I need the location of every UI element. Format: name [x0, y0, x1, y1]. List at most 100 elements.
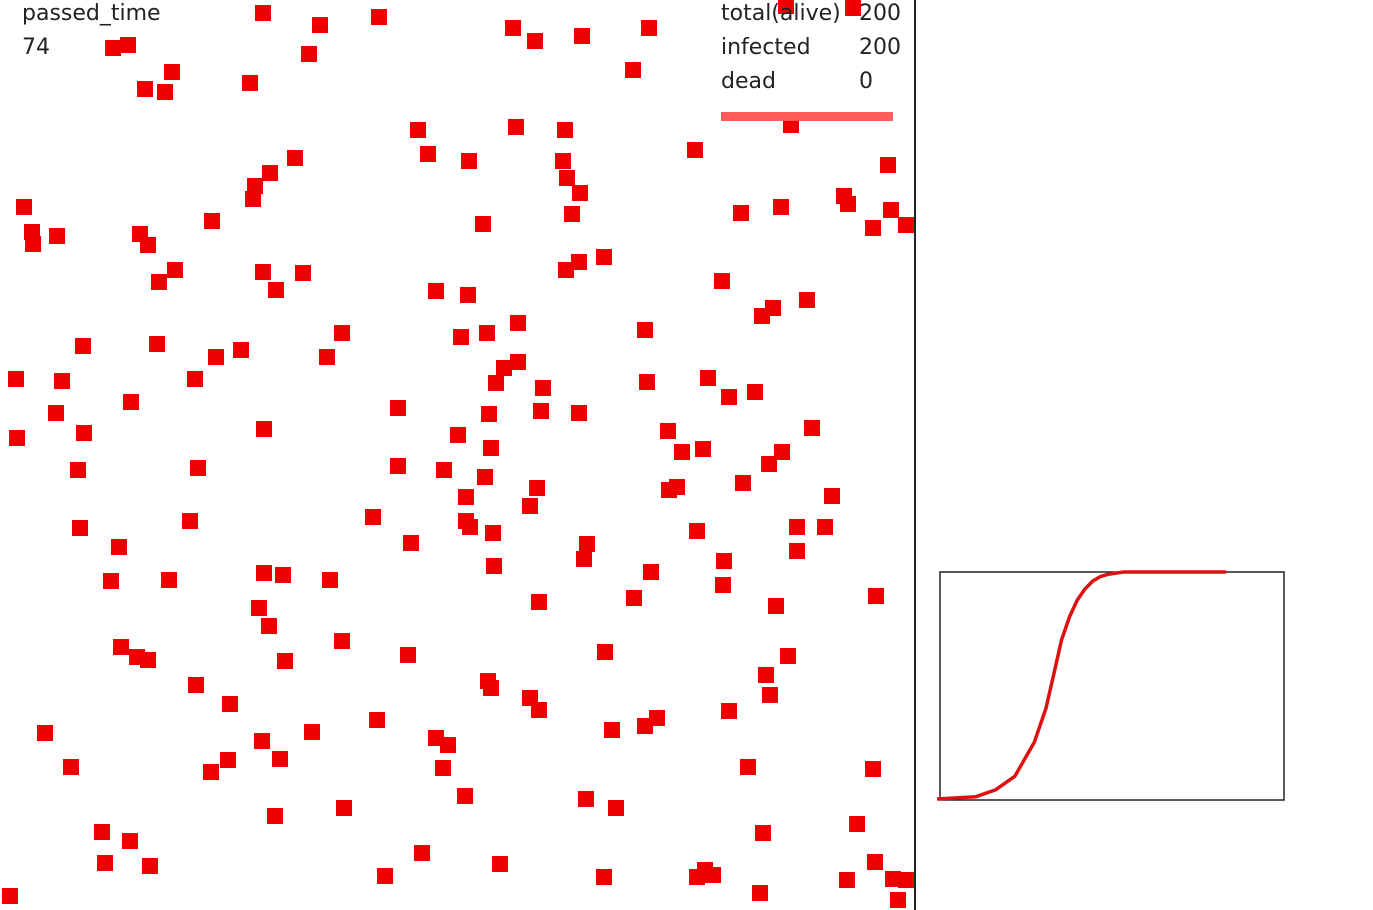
agent-square: [765, 300, 781, 316]
agent-square: [867, 854, 883, 870]
agent-square: [533, 403, 549, 419]
agent-square: [48, 405, 64, 421]
agent-square: [72, 520, 88, 536]
agent-square: [890, 892, 906, 908]
agent-square: [319, 349, 335, 365]
passed-time-value: 74: [22, 35, 50, 60]
agent-square: [716, 553, 732, 569]
agent-square: [161, 572, 177, 588]
agent-square: [49, 228, 65, 244]
agent-square: [721, 389, 737, 405]
agent-square: [669, 479, 685, 495]
agent-square: [505, 20, 521, 36]
agent-square: [578, 791, 594, 807]
agent-square: [486, 558, 502, 574]
agent-square: [76, 425, 92, 441]
agent-square: [377, 868, 393, 884]
agent-square: [222, 696, 238, 712]
agent-square: [208, 349, 224, 365]
infection-curve-chart: [937, 570, 1285, 801]
agent-square: [531, 702, 547, 718]
agent-square: [322, 572, 338, 588]
agent-square: [255, 264, 271, 280]
agent-square: [529, 480, 545, 496]
agent-square: [483, 680, 499, 696]
agent-square: [261, 618, 277, 634]
infected-curve-line: [937, 570, 1227, 801]
agent-square: [789, 543, 805, 559]
infected-ratio-bar: [721, 112, 893, 121]
agent-square: [755, 825, 771, 841]
agent-square: [103, 573, 119, 589]
agent-square: [576, 551, 592, 567]
agent-square: [773, 199, 789, 215]
agent-square: [789, 519, 805, 535]
agent-square: [674, 444, 690, 460]
agent-square: [604, 722, 620, 738]
agent-square: [187, 371, 203, 387]
agent-square: [365, 509, 381, 525]
agent-square: [643, 564, 659, 580]
agent-square: [97, 855, 113, 871]
agent-square: [428, 283, 444, 299]
agent-square: [304, 724, 320, 740]
agent-square: [774, 444, 790, 460]
agent-square: [390, 458, 406, 474]
total-alive-label: total(alive): [721, 1, 841, 26]
agent-square: [849, 816, 865, 832]
agent-square: [25, 236, 41, 252]
agent-square: [113, 639, 129, 655]
agent-square: [312, 17, 328, 33]
agent-square: [488, 375, 504, 391]
total-alive-value: 200: [859, 1, 901, 26]
chart-frame: [939, 571, 1285, 801]
passed-time-label: passed_time: [22, 1, 161, 26]
agent-square: [2, 888, 18, 904]
agent-square: [626, 590, 642, 606]
agent-square: [508, 119, 524, 135]
agent-square: [845, 0, 861, 16]
agent-square: [477, 469, 493, 485]
agent-square: [637, 322, 653, 338]
agent-square: [462, 519, 478, 535]
agent-square: [641, 20, 657, 36]
agent-square: [54, 373, 70, 389]
agent-square: [840, 196, 856, 212]
agent-square: [475, 216, 491, 232]
agent-square: [105, 40, 121, 56]
agent-square: [700, 370, 716, 386]
agent-square: [898, 872, 914, 888]
agent-square: [762, 687, 778, 703]
agent-square: [735, 475, 751, 491]
simulation-area: [914, 0, 916, 910]
agent-square: [436, 462, 452, 478]
agent-square: [510, 354, 526, 370]
agent-square: [799, 292, 815, 308]
agent-square: [70, 462, 86, 478]
agent-square: [483, 440, 499, 456]
agent-square: [780, 648, 796, 664]
agent-square: [256, 565, 272, 581]
agent-square: [608, 800, 624, 816]
agent-square: [453, 329, 469, 345]
agent-square: [649, 710, 665, 726]
agent-square: [715, 577, 731, 593]
agent-square: [597, 644, 613, 660]
agent-square: [733, 205, 749, 221]
agent-square: [334, 633, 350, 649]
agent-square: [390, 400, 406, 416]
agent-square: [94, 824, 110, 840]
agent-square: [420, 146, 436, 162]
agent-square: [558, 262, 574, 278]
agent-square: [824, 488, 840, 504]
agent-square: [251, 600, 267, 616]
agent-square: [868, 588, 884, 604]
agent-square: [740, 759, 756, 775]
agent-square: [883, 202, 899, 218]
agent-square: [898, 217, 914, 233]
agent-square: [247, 178, 263, 194]
agent-square: [758, 667, 774, 683]
agent-square: [151, 274, 167, 290]
agent-square: [203, 764, 219, 780]
agent-square: [410, 122, 426, 138]
